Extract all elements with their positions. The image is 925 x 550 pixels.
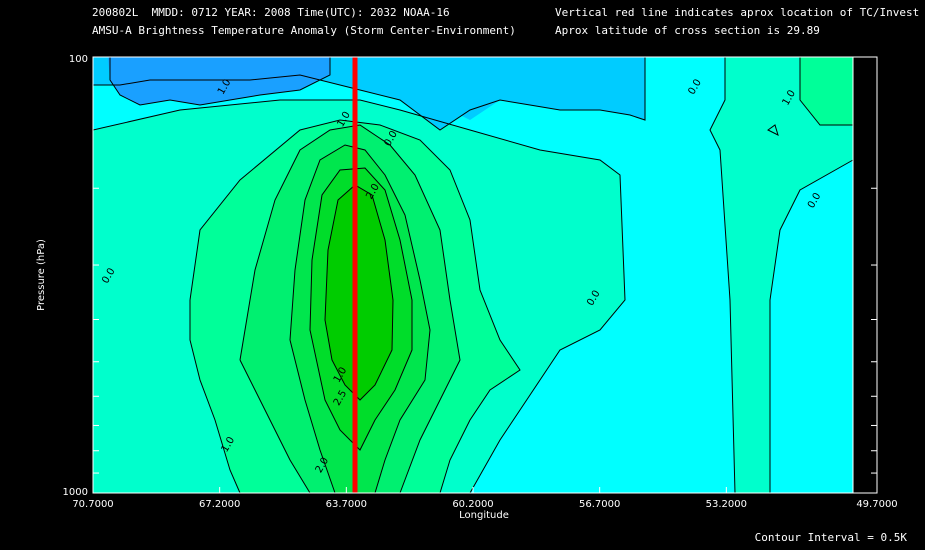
contour-line [309,167,413,451]
x-tick-label: 60.2000 [452,499,493,510]
contour-line [239,124,461,494]
contour-lines [92,57,854,494]
contour-line [189,119,521,494]
anomaly-region-pos-right [710,57,853,493]
anomaly-region-neg-right [440,57,520,120]
anomaly-region-pos-right-0-5 [800,57,853,125]
contour-interval-note: Contour Interval = 0.5K [754,531,907,544]
contour-line [799,57,853,126]
y-tick-label-1000: 1000 [63,487,88,498]
contour-line [324,184,394,401]
header-note-line1: Vertical red line indicates aprox locati… [555,6,920,19]
y-minor-ticks [93,187,877,474]
contour-line [289,144,431,494]
contour-line [189,300,241,494]
header-title-line2: AMSU-A Brightness Temperature Anomaly (S… [92,24,516,37]
right-frame [852,56,878,494]
contour-line [239,359,311,494]
contour-line [767,124,779,136]
contour-line [289,339,336,494]
contour-line [93,57,646,131]
x-tick-label: 56.7000 [579,499,620,510]
x-tick-label: 49.7000 [856,499,897,510]
x-axis: 70.7000 67.2000 63.7000 60.2000 56.7000 53.20… [72,487,898,510]
y-tick-label-100: 100 [69,54,88,65]
contour-line [769,159,854,493]
contour-line [109,57,331,106]
anomaly-region-pos-2-5 [325,185,393,400]
plot-area: 1.01.00.02.00.00.01.02.51.02.00.01.00.0 [92,56,878,494]
x-tick-label: 70.7000 [72,499,113,510]
header-note-line2: Aprox latitude of cross section is 29.89 [555,24,820,37]
x-tick-label: 67.2000 [199,499,240,510]
x-tick-label: 63.7000 [326,499,367,510]
header-title-line1: 200802L MMDD: 0712 YEAR: 2008 Time(UTC):… [92,6,450,19]
contour-line [92,99,626,494]
x-tick-label: 53.2000 [706,499,747,510]
y-axis-title: Pressure (hPa) [36,239,47,311]
x-axis-title: Longitude [459,510,509,521]
contour-line [709,57,736,494]
